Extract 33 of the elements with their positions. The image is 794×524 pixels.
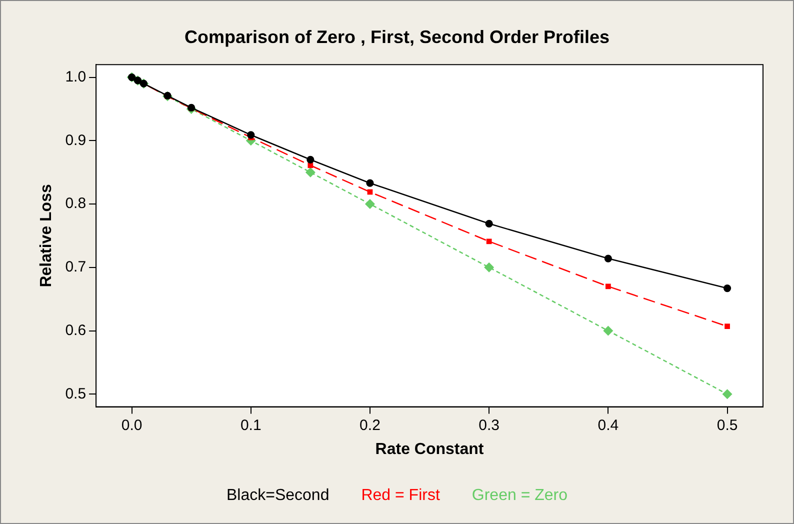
y-tick-label: 0.8 <box>65 195 86 212</box>
text: Black=Second <box>226 487 330 504</box>
y-tick-label: 1.0 <box>65 68 86 86</box>
y-tick-label: 0.7 <box>65 258 86 276</box>
y-tick-label: 0.9 <box>65 132 86 149</box>
point <box>603 326 614 336</box>
point <box>604 254 612 262</box>
point <box>306 156 314 164</box>
chart-title: Comparison of Zero , First, Second Order Profiles <box>184 26 610 47</box>
point <box>247 131 255 139</box>
x-axis-title: Rate Constant <box>375 440 484 458</box>
point <box>722 389 732 400</box>
x-tick-label: 0.5 <box>716 416 738 434</box>
text: Green = Zero <box>472 487 568 504</box>
point <box>723 284 732 292</box>
point <box>305 167 316 178</box>
x-tick-label: 0.1 <box>240 416 262 434</box>
point <box>484 262 494 272</box>
x-tick-label: 0.4 <box>598 416 619 434</box>
y-tick-label: 0.6 <box>65 322 86 339</box>
x-tick-label: 0.3 <box>478 416 500 434</box>
point <box>364 199 375 210</box>
y-tick-label: 0.5 <box>65 385 86 402</box>
point <box>486 238 492 244</box>
x-tick-label: 0.0 <box>121 416 142 434</box>
point <box>366 179 374 187</box>
point <box>605 284 611 290</box>
point <box>485 220 493 228</box>
text: Red = First <box>361 487 440 504</box>
x-tick-label: 0.2 <box>360 416 380 434</box>
point <box>308 162 314 168</box>
y-axis-title: Relative Loss <box>38 184 56 288</box>
point <box>724 324 730 330</box>
